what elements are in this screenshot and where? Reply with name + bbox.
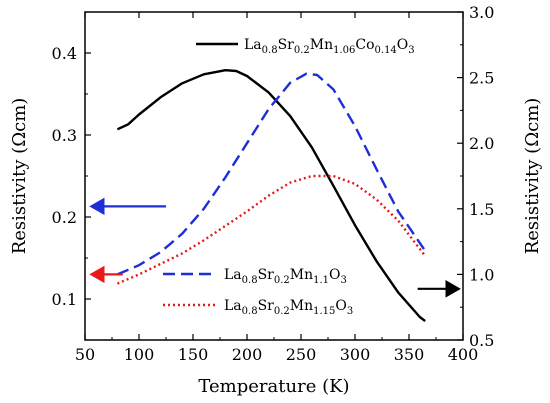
y-axis-title: Resistivity (Ωcm) bbox=[9, 98, 30, 255]
x-tick-label: 250 bbox=[286, 345, 317, 364]
y2-tick-label: 3.0 bbox=[469, 3, 494, 22]
y-tick-label: 0.2 bbox=[52, 208, 77, 227]
series-line-3 bbox=[116, 174, 427, 285]
x-tick-label: 300 bbox=[340, 345, 371, 364]
y2-tick-label: 2.5 bbox=[469, 69, 494, 88]
x-tick-label: 100 bbox=[124, 345, 155, 364]
legend-label-2: La0.8Sr0.2Mn1.1O3 bbox=[224, 267, 347, 286]
x-tick-label: 50 bbox=[75, 345, 95, 364]
y2-tick-label: 2.0 bbox=[469, 134, 494, 153]
y-tick-label: 0.3 bbox=[52, 126, 77, 145]
x-tick-label: 200 bbox=[232, 345, 263, 364]
x-tick-label: 400 bbox=[448, 345, 479, 364]
x-tick-label: 350 bbox=[394, 345, 425, 364]
y2-axis-title: Resistivity (Ωcm) bbox=[522, 98, 543, 255]
x-axis-title: Temperature (K) bbox=[198, 376, 349, 397]
y2-tick-label: 1.0 bbox=[469, 265, 494, 284]
legend-label-1: La0.8Sr0.2Mn1.06Co0.14O3 bbox=[244, 37, 415, 56]
x-tick-label: 150 bbox=[178, 345, 209, 364]
y2-tick-label: 1.5 bbox=[469, 200, 494, 219]
y-tick-label: 0.4 bbox=[52, 44, 77, 63]
series-line-2 bbox=[116, 72, 427, 276]
series-line-1 bbox=[116, 69, 426, 323]
y-tick-label: 0.1 bbox=[52, 290, 77, 309]
y2-tick-label: 0.5 bbox=[469, 331, 494, 350]
plot-frame bbox=[84, 11, 464, 341]
legend-label-3: La0.8Sr0.2Mn1.15O3 bbox=[224, 298, 353, 317]
